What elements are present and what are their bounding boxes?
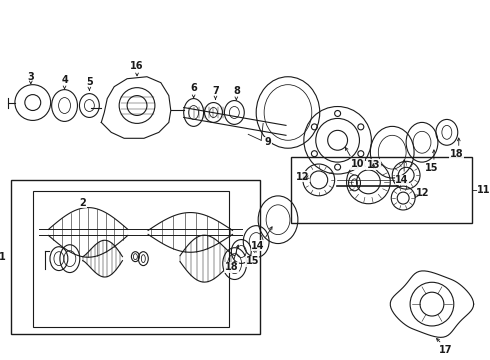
Text: 15: 15: [245, 256, 259, 266]
Text: 13: 13: [367, 160, 380, 170]
Bar: [33, 191, 229, 327]
Text: 12: 12: [296, 172, 310, 182]
Text: 2: 2: [79, 198, 86, 208]
Text: 11: 11: [477, 185, 490, 195]
Text: 18: 18: [224, 262, 238, 273]
Text: 7: 7: [212, 86, 219, 96]
Text: 16: 16: [130, 61, 144, 71]
Text: 8: 8: [233, 86, 240, 96]
Text: 4: 4: [61, 75, 68, 85]
Text: 14: 14: [251, 240, 265, 251]
Text: 18: 18: [450, 149, 464, 159]
Text: 5: 5: [86, 77, 93, 87]
Text: 10: 10: [351, 159, 364, 169]
Text: 12: 12: [416, 188, 430, 198]
Text: 14: 14: [395, 175, 409, 185]
Text: 9: 9: [265, 137, 271, 147]
Text: 3: 3: [27, 72, 34, 82]
Bar: [291, 157, 472, 223]
Text: 17: 17: [439, 345, 453, 355]
Bar: [11, 180, 260, 334]
Text: 15: 15: [425, 163, 439, 173]
Text: 1: 1: [0, 252, 6, 262]
Text: 6: 6: [190, 83, 197, 93]
